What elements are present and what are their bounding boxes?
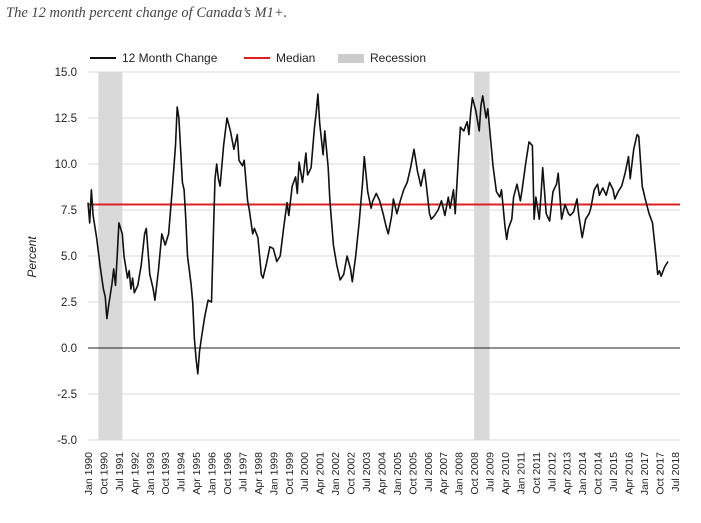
legend-label: Recession: [370, 51, 426, 65]
x-tick-label: Jan 1993: [145, 452, 157, 495]
x-tick-label: Jul 2018: [670, 452, 682, 492]
x-tick-label: Jul 2009: [485, 452, 497, 492]
x-tick-label: Apr 2007: [438, 452, 450, 495]
x-tick-label: Jul 1997: [237, 452, 249, 492]
gridlines: [88, 71, 680, 441]
y-tick-label: 7.5: [61, 205, 77, 217]
x-tick-label: Jan 2008: [454, 452, 466, 495]
y-tick-label: 0.0: [61, 343, 77, 355]
y-tick-label: 5.0: [61, 251, 77, 263]
x-tick-label: Apr 2013: [562, 452, 574, 495]
x-tick-label: Jul 1991: [114, 452, 126, 492]
y-tick-label: 2.5: [61, 297, 77, 309]
x-tick-label: Apr 2001: [315, 452, 327, 495]
series-layer: [87, 93, 669, 375]
x-tick-label: Jul 2003: [361, 452, 373, 492]
x-tick-labels: Jan 1990 Oct 1990 Jul 1991 Apr 1992 Jan 1993…: [83, 452, 682, 495]
y-tick-label: 10.0: [55, 159, 77, 171]
x-tick-label: Oct 2017: [654, 452, 666, 495]
x-tick-label: Oct 1990: [98, 452, 110, 495]
y-tick-label: -5.0: [57, 435, 77, 447]
x-tick-label: Oct 1996: [222, 452, 234, 495]
x-tick-label: Jul 2012: [546, 452, 558, 492]
legend-swatch-recession: [338, 54, 364, 63]
y-tick-labels: 15.0 12.5 10.0 7.5 5.0 2.5 0.0 -2.5 -5.0: [55, 67, 77, 447]
x-tick-label: Oct 2002: [346, 452, 358, 495]
y-tick-label: 15.0: [55, 67, 77, 79]
x-tick-label: Jul 2000: [299, 452, 311, 492]
x-tick-label: Apr 2010: [500, 452, 512, 495]
x-tick-label: Oct 2005: [407, 452, 419, 495]
series-line-12-month-change: [87, 93, 669, 375]
legend-label: Median: [276, 51, 315, 65]
x-tick-label: Jan 2005: [392, 452, 404, 495]
x-tick-label: Apr 1992: [129, 452, 141, 495]
x-tick-label: Jan 2014: [577, 452, 589, 495]
y-tick-label: 12.5: [55, 113, 77, 125]
x-tick-label: Oct 1993: [160, 452, 172, 495]
x-tick-label: Jul 1994: [176, 452, 188, 492]
chart-caption: The 12 month percent change of Canada’s …: [6, 5, 288, 21]
x-tick-label: Oct 2008: [469, 452, 481, 495]
x-tick-label: Oct 1999: [284, 452, 296, 495]
legend: 12 Month Change Median Recession: [90, 51, 426, 65]
x-tick-label: Apr 1995: [191, 452, 203, 495]
x-tick-label: Oct 2011: [531, 452, 543, 494]
x-tick-label: Oct 2014: [593, 452, 605, 495]
x-tick-label: Jan 2011: [515, 452, 527, 495]
x-tick-label: Apr 2004: [376, 452, 388, 495]
x-tick-label: Apr 2016: [624, 452, 636, 495]
x-tick-label: Jan 1990: [83, 452, 95, 495]
x-tick-label: Jan 1999: [268, 452, 280, 495]
x-tick-label: Jul 2015: [608, 452, 620, 492]
x-tick-label: Jan 2017: [639, 452, 651, 495]
y-tick-label: -2.5: [57, 389, 77, 401]
x-tick-label: Jan 2002: [330, 452, 342, 495]
x-tick-label: Apr 1998: [253, 452, 265, 495]
x-tick-label: Jul 2006: [423, 452, 435, 492]
legend-label: 12 Month Change: [122, 51, 218, 65]
y-axis-label: Percent: [25, 236, 39, 278]
x-tick-label: Jan 1996: [207, 452, 219, 495]
